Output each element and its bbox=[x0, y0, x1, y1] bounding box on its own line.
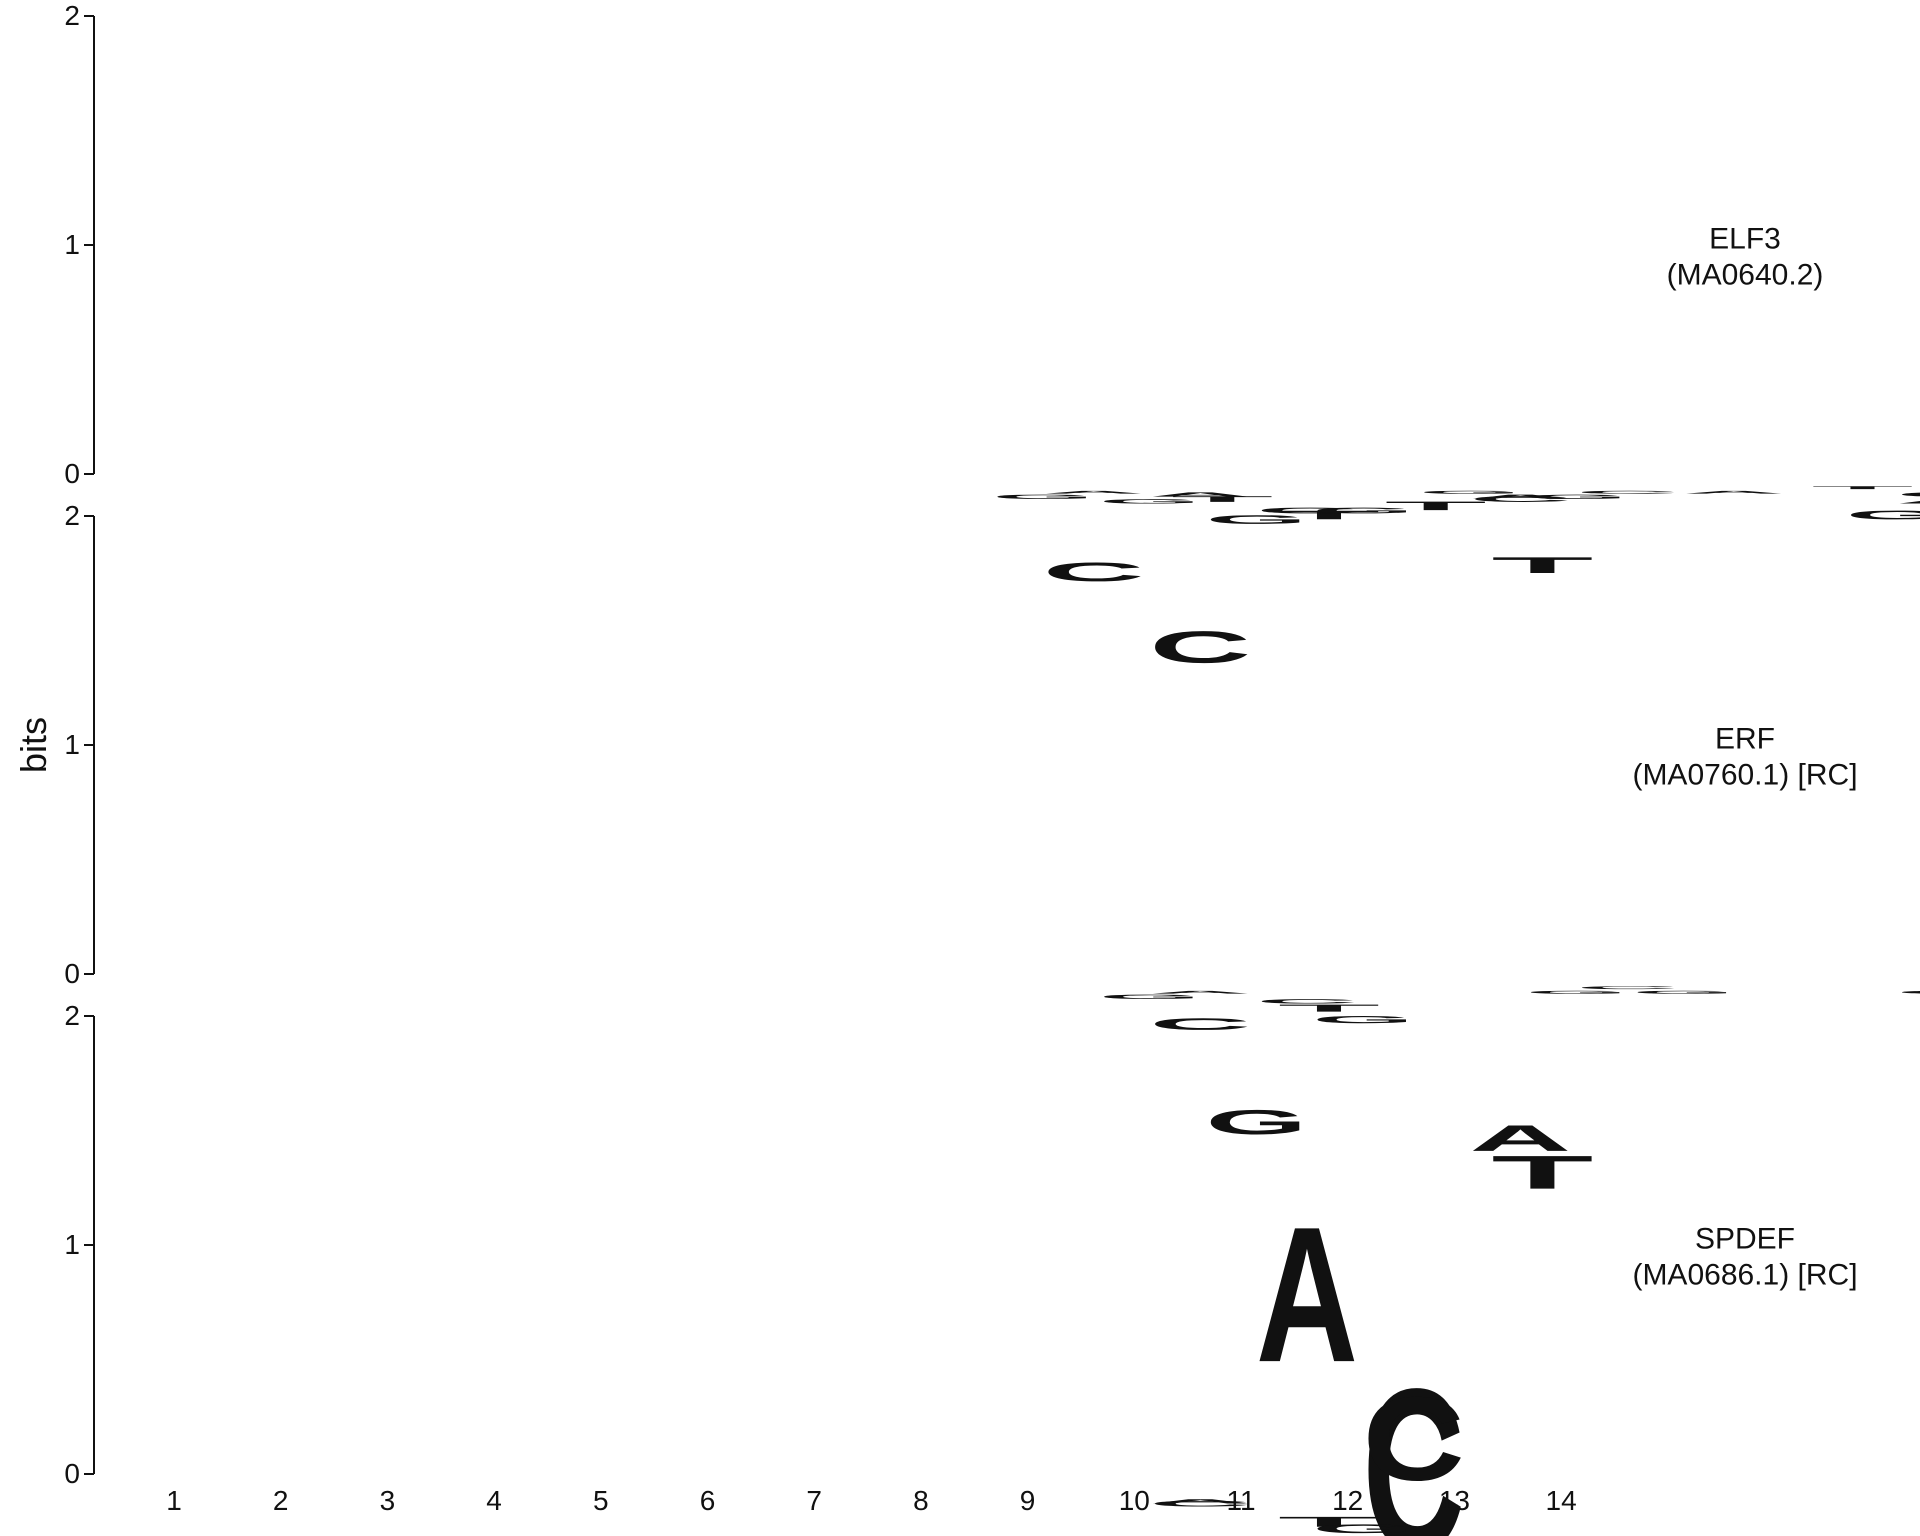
y-tick-label: 1 bbox=[64, 229, 80, 260]
x-axis: 1 2 3 4 5 6 7 8 9 10 11 12 13 14 bbox=[166, 1485, 1576, 1516]
logo-letter-c: C bbox=[1149, 1499, 1251, 1508]
x-tick-label: 2 bbox=[273, 1485, 289, 1516]
logo-letter-c: C bbox=[1576, 985, 1678, 990]
motif-name: ERF bbox=[1715, 723, 1775, 756]
logo-letter-g: G bbox=[1099, 498, 1201, 505]
logo-letter-a: A bbox=[1683, 490, 1785, 495]
x-tick-label: 5 bbox=[593, 1485, 609, 1516]
y-tick-label: 2 bbox=[64, 500, 80, 531]
logo-letter-g: G bbox=[992, 493, 1094, 500]
logo-panel-2: 012AGTCCGAGTCATGCTGCCCTGTAGCTERF(MA0760.… bbox=[64, 500, 1920, 1505]
logo-letter-g: G bbox=[1205, 513, 1307, 527]
logo-letter-c: C bbox=[1576, 490, 1678, 495]
x-tick-label: 13 bbox=[1439, 1485, 1470, 1516]
logo-letter-a: A bbox=[1469, 493, 1571, 500]
logo-letter-c: C bbox=[1896, 990, 1920, 995]
logo-letter-t: T bbox=[1491, 1146, 1593, 1199]
logo-letter-g: G bbox=[1526, 990, 1628, 995]
y-tick-label: 0 bbox=[64, 458, 80, 489]
y-tick-label: 1 bbox=[64, 1229, 80, 1260]
logo-letter-c: C bbox=[1469, 494, 1571, 503]
x-tick-label: 1 bbox=[166, 1485, 182, 1516]
logo-letter-g: G bbox=[1312, 1522, 1414, 1536]
x-tick-label: 9 bbox=[1020, 1485, 1036, 1516]
logo-letter-c: C bbox=[1896, 491, 1920, 498]
logo-letter-t: T bbox=[1491, 553, 1593, 578]
x-tick-label: 6 bbox=[700, 1485, 716, 1516]
motif-name: SPDEF bbox=[1695, 1223, 1795, 1256]
x-tick-label: 11 bbox=[1226, 1485, 1255, 1516]
logo-letter-a: A bbox=[1043, 490, 1145, 495]
logo-letter-c: C bbox=[1256, 506, 1358, 515]
y-axis-label: bits bbox=[13, 717, 54, 773]
logo-letter-a: A bbox=[1149, 990, 1251, 995]
logo-letter-g: G bbox=[1312, 506, 1414, 515]
logo-letter-g: G bbox=[1312, 1014, 1414, 1025]
logo-letter-t: T bbox=[1171, 494, 1273, 503]
logo-letter-a: A bbox=[1149, 1498, 1251, 1505]
logo-letter-t: T bbox=[1278, 508, 1380, 522]
x-tick-label: 8 bbox=[913, 1485, 929, 1516]
x-tick-label: 10 bbox=[1119, 1485, 1150, 1516]
y-tick-label: 1 bbox=[64, 729, 80, 760]
logo-letter-t: T bbox=[1811, 485, 1913, 490]
motif-id: (MA0640.2) bbox=[1667, 259, 1824, 292]
logo-letter-g: G bbox=[1632, 990, 1734, 995]
y-tick-label: 2 bbox=[64, 1000, 80, 1031]
logo-letter-a: A bbox=[1149, 491, 1251, 498]
logo-letter-g: G bbox=[1419, 490, 1521, 495]
y-tick-label: 0 bbox=[64, 1458, 80, 1489]
logo-letter-c: C bbox=[1363, 1340, 1465, 1536]
logo-letter-c: C bbox=[1363, 1372, 1465, 1505]
motif-id: (MA0760.1) [RC] bbox=[1632, 759, 1857, 792]
x-tick-label: 14 bbox=[1546, 1485, 1577, 1516]
logo-letter-c: C bbox=[1149, 1015, 1251, 1033]
logo-letter-a: A bbox=[1256, 1187, 1358, 1403]
logo-letter-t: T bbox=[1278, 1002, 1380, 1013]
logo-letter-g: G bbox=[1526, 493, 1628, 500]
motif-name: ELF3 bbox=[1709, 223, 1781, 256]
logo-letter-c: C bbox=[1256, 998, 1358, 1005]
logo-letter-g: G bbox=[1846, 508, 1920, 522]
x-tick-label: 7 bbox=[806, 1485, 822, 1516]
logo-letter-t: T bbox=[1278, 1514, 1380, 1530]
logo-letter-c: C bbox=[1149, 622, 1251, 672]
x-tick-label: 3 bbox=[380, 1485, 396, 1516]
logo-letter-g: G bbox=[1205, 1103, 1307, 1142]
y-tick-label: 0 bbox=[64, 958, 80, 989]
logo-letter-t: T bbox=[1385, 499, 1487, 513]
logo-letter-a: A bbox=[1896, 498, 1920, 505]
logo-panels: 012AGTCGATCCGTAGTCGACTCGTATCCACGTATCGGCA… bbox=[64, 0, 1920, 1536]
logo-panel-1: 012AGTCGATCCGTAGTCGACTCGTATCCACGTATCGGCA… bbox=[64, 0, 1920, 1536]
logo-letter-c: C bbox=[1043, 557, 1145, 587]
x-tick-label: 12 bbox=[1332, 1485, 1363, 1516]
motif-id: (MA0686.1) [RC] bbox=[1632, 1259, 1857, 1292]
y-tick-label: 2 bbox=[64, 0, 80, 31]
logo-panel-3: 012ACTGAGTCTATCCTGCGCTGCATSPDEF(MA0686.1… bbox=[64, 1000, 1857, 1536]
x-tick-label: 4 bbox=[486, 1485, 502, 1516]
logo-letter-g: G bbox=[1099, 993, 1201, 1000]
logo-letter-a: A bbox=[1469, 1118, 1571, 1159]
